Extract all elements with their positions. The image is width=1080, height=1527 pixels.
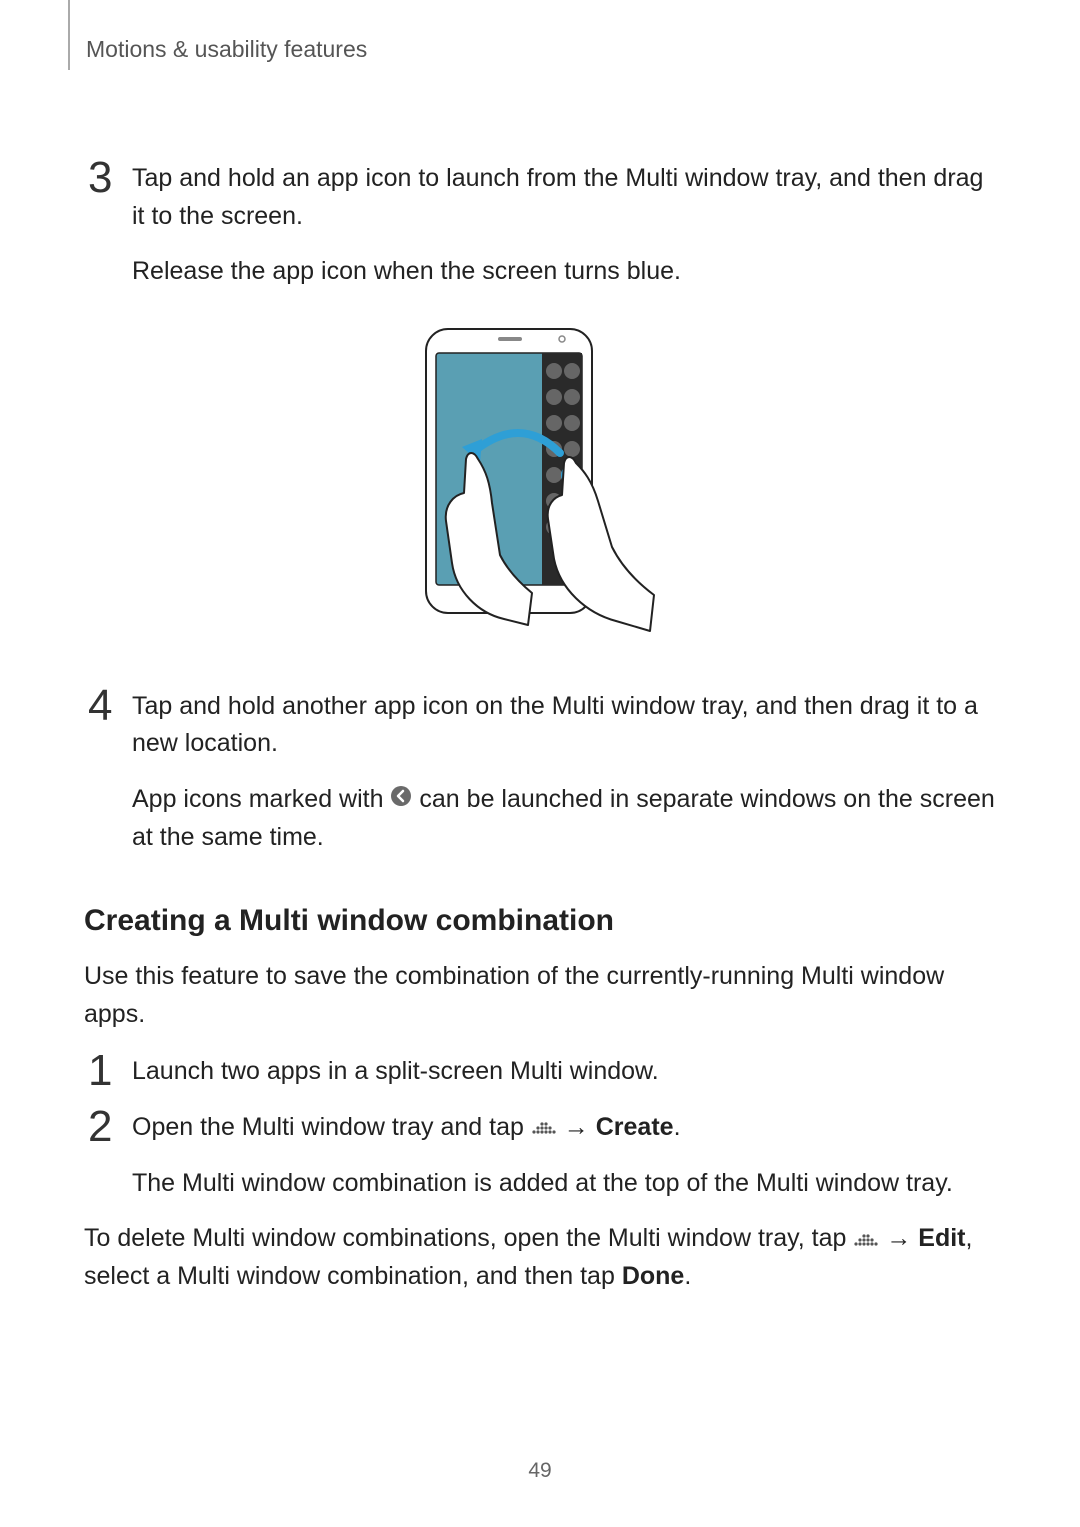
step3-p2: Release the app icon when the screen tur… <box>132 253 1000 291</box>
badge-icon <box>390 781 412 819</box>
step-number: 2 <box>88 1105 132 1149</box>
step-number: 1 <box>88 1049 132 1093</box>
cstep2-p1: Open the Multi window tray and tap <box>132 1109 1000 1147</box>
step4-p2: App icons marked with can be launched in… <box>132 781 1000 857</box>
edit-label: Edit <box>918 1224 965 1252</box>
done-label: Done <box>622 1262 685 1290</box>
step-body: Tap and hold another app icon on the Mul… <box>132 688 1000 875</box>
phone-drag-illustration-svg <box>400 323 680 643</box>
step4-p1: Tap and hold another app icon on the Mul… <box>132 688 1000 763</box>
period: . <box>674 1113 681 1141</box>
dots-icon <box>853 1221 879 1259</box>
section-heading: Creating a Multi window combination <box>84 904 1000 938</box>
create-step-2: 2 Open the Multi window tray and tap <box>88 1109 1000 1221</box>
create-step-1: 1 Launch two apps in a split-screen Mult… <box>88 1053 1000 1109</box>
section-intro: Use this feature to save the combination… <box>84 958 1000 1033</box>
header-rule <box>68 0 70 70</box>
delete-a: To delete Multi window combinations, ope… <box>84 1224 853 1252</box>
delete-paragraph: To delete Multi window combinations, ope… <box>84 1220 1000 1296</box>
dots-icon <box>531 1109 557 1147</box>
illustration <box>80 323 1000 648</box>
period: . <box>684 1262 691 1290</box>
arrow-text: → <box>564 1113 596 1141</box>
step-number: 3 <box>88 156 132 200</box>
step-4: 4 Tap and hold another app icon on the M… <box>88 688 1000 875</box>
header-title: Motions & usability features <box>86 36 367 63</box>
create-label: Create <box>596 1113 674 1141</box>
page-number: 49 <box>0 1459 1080 1483</box>
content: 3 Tap and hold an app icon to launch fro… <box>80 160 1000 1296</box>
arrow-text: → <box>886 1224 918 1252</box>
step3-p1: Tap and hold an app icon to launch from … <box>132 160 1000 235</box>
cstep2-p1a: Open the Multi window tray and tap <box>132 1113 531 1141</box>
step-body: Launch two apps in a split-screen Multi … <box>132 1053 1000 1109</box>
step-body: Tap and hold an app icon to launch from … <box>132 160 1000 309</box>
cstep2-p2: The Multi window combination is added at… <box>132 1165 1000 1203</box>
step-3: 3 Tap and hold an app icon to launch fro… <box>88 160 1000 309</box>
step-body: Open the Multi window tray and tap <box>132 1109 1000 1221</box>
step4-p2a: App icons marked with <box>132 785 390 813</box>
cstep1-p1: Launch two apps in a split-screen Multi … <box>132 1053 1000 1091</box>
step-number: 4 <box>88 684 132 728</box>
page: Motions & usability features 3 Tap and h… <box>0 0 1080 1527</box>
